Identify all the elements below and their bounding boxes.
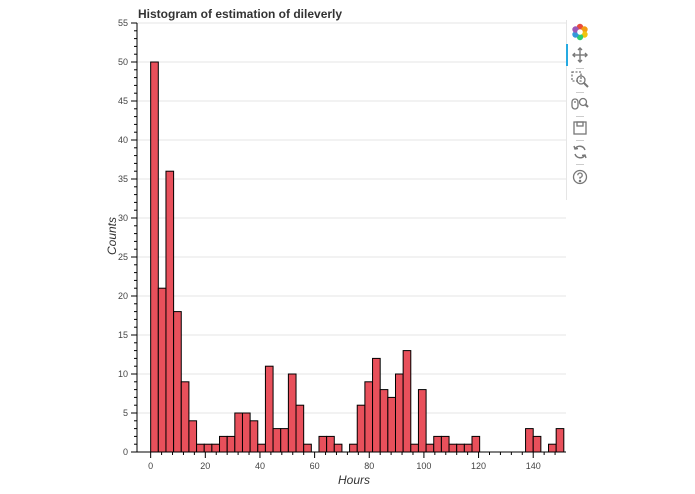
histogram-bar [303,443,312,453]
grid-lines [137,22,566,414]
histogram-bar [272,428,282,453]
histogram-bar [448,443,458,453]
pan-tool-icon[interactable] [570,45,590,65]
histogram-bar [379,389,389,453]
histogram-bar [333,443,343,453]
histogram-bar [150,61,159,453]
toolbar-separator [576,68,584,69]
histogram-bar [264,365,274,453]
y-tick-label: 30 [118,213,128,223]
histogram-bar [525,428,534,453]
histogram-bar [241,412,251,453]
histogram-bar [219,435,228,453]
x-tick-label: 100 [416,461,431,471]
histogram-bar [425,443,435,453]
x-tick-label: 20 [200,461,210,471]
histogram-bar [532,435,542,453]
histogram-bar [180,381,190,453]
histogram-bar [440,435,450,453]
histogram-bar [173,311,182,453]
box-zoom-tool-icon[interactable] [570,70,590,90]
histogram-bar [257,443,266,453]
y-axis-label: Counts [105,217,119,255]
histogram-bar [402,350,412,453]
chart-toolbar [566,20,593,200]
y-tick-label: 45 [118,96,128,106]
histogram-bar [364,381,374,453]
y-tick-label: 55 [118,18,128,28]
histogram-bar [394,373,404,453]
chart-title: Histogram of estimation of dileverly [138,7,342,21]
histogram-bar [157,287,167,453]
histogram-bar [387,396,396,453]
histogram-bar [463,443,473,453]
histogram-bar [417,389,427,453]
histogram-bar [471,435,481,453]
histogram-bar [555,428,565,453]
histogram-bar [372,357,381,453]
help-tool-icon[interactable] [570,167,590,187]
reset-tool-icon[interactable] [570,142,590,162]
histogram-bar [318,435,328,453]
save-tool-icon[interactable] [570,118,590,138]
histogram-bar [203,443,213,453]
histogram-bar [234,412,243,453]
x-tick-label: 80 [364,461,374,471]
x-tick-label: 60 [310,461,320,471]
y-tick-label: 25 [118,252,128,262]
x-axis: 0 20 40 60 80 100 120 140 [137,451,566,471]
histogram-bar [287,373,297,453]
histogram-bar [188,420,198,453]
y-tick-label: 0 [123,447,128,457]
x-tick-label: 140 [526,461,541,471]
histogram-bar [456,443,465,453]
y-tick-label: 40 [118,135,128,145]
toolbar-separator [576,92,584,93]
x-tick-label: 40 [255,461,265,471]
wheel-zoom-tool-icon[interactable] [570,94,590,114]
toolbar-separator [576,116,584,117]
histogram-bar [226,435,236,453]
histogram-bar [433,435,442,453]
histogram-bar [548,443,557,453]
y-axis: 0 5 10 15 20 25 30 35 40 45 50 55 [118,18,138,457]
histogram-bar [295,404,305,453]
toolbar-separator [576,164,584,165]
histogram-bar [211,443,221,453]
x-axis-label: Hours [338,473,370,487]
histogram-bar [326,435,335,453]
bokeh-logo-icon[interactable] [570,22,590,42]
y-tick-label: 10 [118,369,128,379]
y-tick-label: 20 [118,291,128,301]
histogram-bar [196,443,205,453]
y-tick-label: 5 [123,408,128,418]
histogram-bars [150,61,565,453]
histogram-bar [165,170,175,453]
histogram-bar [356,404,366,453]
x-tick-label: 120 [471,461,486,471]
histogram-bar [410,443,419,453]
x-tick-label: 0 [148,461,153,471]
y-tick-label: 50 [118,57,128,67]
toolbar-separator [576,140,584,141]
active-tool-indicator [566,44,568,66]
y-tick-label: 35 [118,174,128,184]
y-tick-label: 15 [118,330,128,340]
histogram-bar [280,428,289,453]
histogram-bar [249,420,259,453]
histogram-bar [349,443,358,453]
